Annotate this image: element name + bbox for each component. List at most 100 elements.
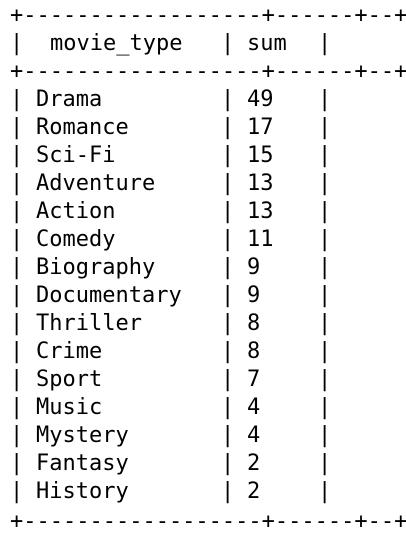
cell-sum: 49 xyxy=(247,87,274,112)
column-separator: | xyxy=(221,367,235,392)
table-row: | Romance | 17 | xyxy=(10,114,400,142)
column-separator: | xyxy=(10,367,24,392)
column-separator: | xyxy=(318,115,332,140)
cell-movie-type: Action xyxy=(36,199,116,224)
table-row: | Biography | 9 | xyxy=(10,254,400,282)
column-separator: | xyxy=(10,255,24,280)
table-row: | Thriller | 8 | xyxy=(10,310,400,338)
column-separator: | xyxy=(10,115,24,140)
cell-sum: 4 xyxy=(247,423,261,448)
cell-sum: 9 xyxy=(247,283,261,308)
cell-sum: 8 xyxy=(247,339,261,364)
column-separator: | xyxy=(318,283,332,308)
cell-sum: 7 xyxy=(247,367,261,392)
column-separator: | xyxy=(221,227,235,252)
column-separator: | xyxy=(10,227,24,252)
column-separator: | xyxy=(10,479,24,504)
column-separator: | xyxy=(318,451,332,476)
table-row: | Mystery | 4 | xyxy=(10,422,400,450)
column-separator: | xyxy=(221,87,235,112)
cell-movie-type: Fantasy xyxy=(36,451,129,476)
table-row: | Documentary | 9 | xyxy=(10,282,400,310)
column-separator: | xyxy=(10,395,24,420)
column-separator: | xyxy=(221,31,235,56)
column-separator: | xyxy=(221,395,235,420)
column-separator: | xyxy=(221,311,235,336)
column-separator: | xyxy=(318,339,332,364)
column-separator: | xyxy=(221,171,235,196)
column-separator: | xyxy=(221,283,235,308)
column-separator: | xyxy=(318,395,332,420)
cell-sum: 2 xyxy=(247,451,261,476)
column-separator: | xyxy=(318,31,332,56)
table-border-top: +------------------+------+--+ xyxy=(10,3,406,28)
column-separator: | xyxy=(318,367,332,392)
cell-sum: 2 xyxy=(247,479,261,504)
cell-sum: 15 xyxy=(247,143,274,168)
column-separator: | xyxy=(10,339,24,364)
terminal-output: +------------------+------+--+ | movie_t… xyxy=(10,0,406,534)
cell-movie-type: Drama xyxy=(36,87,103,112)
column-separator: | xyxy=(221,339,235,364)
cell-sum: 8 xyxy=(247,311,261,336)
column-separator: | xyxy=(10,87,24,112)
column-separator: | xyxy=(318,255,332,280)
cell-movie-type: Adventure xyxy=(36,171,156,196)
cell-movie-type: Comedy xyxy=(36,227,116,252)
header-sum: sum xyxy=(247,31,287,56)
header-movie-type: movie_type xyxy=(50,31,183,56)
column-separator: | xyxy=(318,479,332,504)
cell-sum: 11 xyxy=(247,227,274,252)
column-separator: | xyxy=(318,87,332,112)
cell-sum: 9 xyxy=(247,255,261,280)
table-row: | Drama | 49 | xyxy=(10,86,400,114)
column-separator: | xyxy=(221,451,235,476)
table-border-bottom: +------------------+------+--+ xyxy=(10,509,406,534)
column-separator: | xyxy=(221,199,235,224)
cell-movie-type: Thriller xyxy=(36,311,142,336)
column-separator: | xyxy=(10,423,24,448)
column-separator: | xyxy=(318,143,332,168)
column-separator: | xyxy=(318,311,332,336)
column-separator: | xyxy=(10,143,24,168)
table-header-row: | movie_type | sum | xyxy=(10,30,400,58)
column-separator: | xyxy=(318,227,332,252)
cell-sum: 4 xyxy=(247,395,261,420)
column-separator: | xyxy=(318,171,332,196)
column-separator: | xyxy=(221,143,235,168)
cell-movie-type: Sport xyxy=(36,367,103,392)
column-separator: | xyxy=(221,479,235,504)
table-row: | Fantasy | 2 | xyxy=(10,450,400,478)
table-row: | Action | 13 | xyxy=(10,198,400,226)
column-separator: | xyxy=(318,423,332,448)
column-separator: | xyxy=(10,311,24,336)
column-separator: | xyxy=(10,199,24,224)
column-separator: | xyxy=(221,115,235,140)
column-separator: | xyxy=(221,255,235,280)
table-row: | Sport | 7 | xyxy=(10,366,400,394)
table-row: | Crime | 8 | xyxy=(10,338,400,366)
cell-movie-type: Documentary xyxy=(36,283,182,308)
column-separator: | xyxy=(10,451,24,476)
table-row: | Adventure | 13 | xyxy=(10,170,400,198)
table-row: | History | 2 | xyxy=(10,478,400,506)
cell-movie-type: Mystery xyxy=(36,423,129,448)
cell-movie-type: Music xyxy=(36,395,103,420)
cell-movie-type: Crime xyxy=(36,339,103,364)
table-row: | Sci-Fi | 15 | xyxy=(10,142,400,170)
cell-sum: 17 xyxy=(247,115,274,140)
cell-movie-type: Biography xyxy=(36,255,156,280)
column-separator: | xyxy=(10,171,24,196)
column-separator: | xyxy=(318,199,332,224)
cell-movie-type: Sci-Fi xyxy=(36,143,116,168)
cell-movie-type: Romance xyxy=(36,115,129,140)
table-row: | Comedy | 11 | xyxy=(10,226,400,254)
column-separator: | xyxy=(221,423,235,448)
cell-sum: 13 xyxy=(247,171,274,196)
cell-movie-type: History xyxy=(36,479,129,504)
column-separator: | xyxy=(10,31,24,56)
table-row: | Music | 4 | xyxy=(10,394,400,422)
table-border-header: +------------------+------+--+ xyxy=(10,59,406,84)
column-separator: | xyxy=(10,283,24,308)
cell-sum: 13 xyxy=(247,199,274,224)
